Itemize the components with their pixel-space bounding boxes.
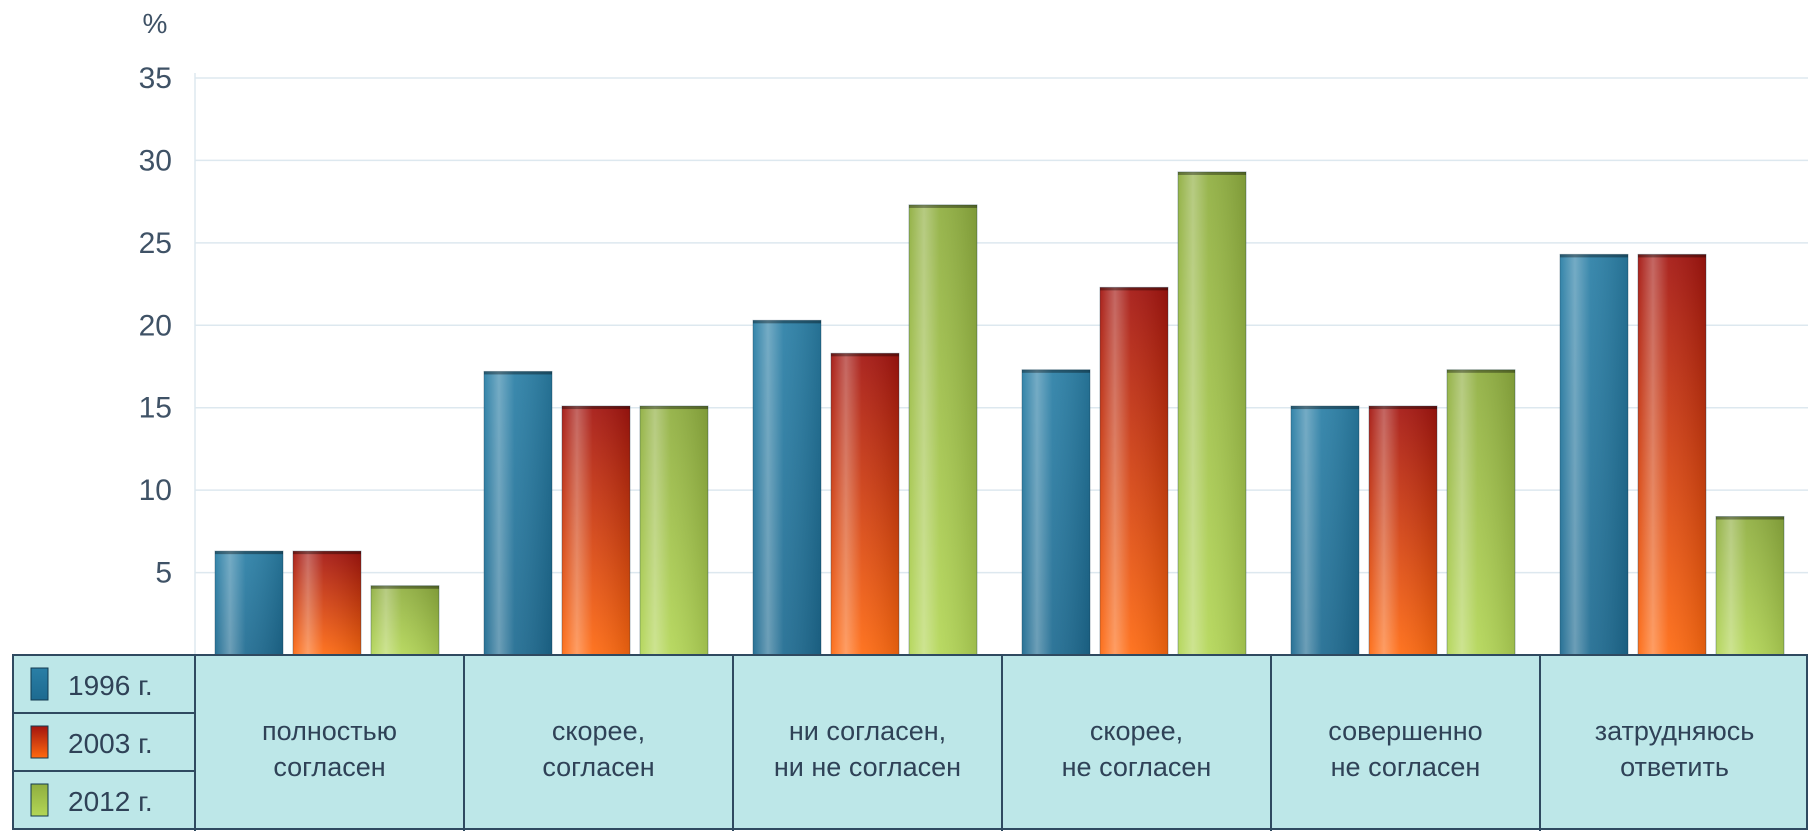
bar: [639, 405, 709, 656]
y-tick-label: 20: [139, 309, 172, 342]
legend-swatch: [30, 783, 49, 817]
category-label: затрудняюсь ответить: [1595, 716, 1755, 782]
legend-swatch: [30, 667, 49, 701]
legend: 1996 г. 2003 г. 2012 г.: [30, 667, 153, 817]
legend-swatch: [30, 725, 49, 759]
category-label: скорее, согласен: [542, 716, 654, 782]
y-tick-label: 30: [139, 144, 172, 177]
y-tick-label: 15: [139, 392, 172, 425]
bar: [1021, 369, 1091, 656]
bar: [292, 550, 362, 656]
legend-label: 2012 г.: [68, 786, 153, 817]
category-label: ни согласен, ни не согласен: [774, 716, 961, 782]
category-label: скорее, не согласен: [1062, 716, 1212, 782]
y-tick-label: 35: [139, 62, 172, 95]
bar: [1715, 516, 1785, 656]
y-tick-label: 10: [139, 474, 172, 507]
legend-label: 1996 г.: [68, 670, 153, 701]
bar: [752, 319, 822, 656]
legend-item: 2003 г.: [30, 725, 153, 759]
bar: [483, 370, 553, 656]
bar: [1446, 369, 1516, 656]
bar: [830, 352, 900, 656]
category-label: совершенно не согласен: [1328, 716, 1482, 782]
table-background: [12, 654, 1808, 830]
bar: [561, 405, 631, 656]
y-tick-label: 25: [139, 227, 172, 260]
bar: [1177, 171, 1247, 656]
unit-label: %: [143, 8, 168, 39]
bar: [214, 550, 284, 656]
bar: [1559, 253, 1629, 656]
category-table: [12, 654, 1808, 831]
y-tick-label: 5: [155, 557, 172, 590]
bar: [1368, 405, 1438, 656]
bars: [214, 171, 1785, 656]
bar: [1637, 253, 1707, 656]
legend-item: 2012 г.: [30, 783, 153, 817]
bar: [1099, 286, 1169, 656]
category-labels: полностью согласен скорее, согласен ни согла…: [262, 716, 1754, 782]
bar: [908, 204, 978, 656]
bar: [370, 585, 440, 656]
bar: [1290, 405, 1360, 656]
gridlines: [194, 73, 1808, 655]
legend-label: 2003 г.: [68, 728, 153, 759]
y-axis-ticks: 5 10 15 20 25 30 35: [139, 62, 172, 590]
legend-item: 1996 г.: [30, 667, 153, 701]
category-label: полностью согласен: [262, 716, 397, 782]
